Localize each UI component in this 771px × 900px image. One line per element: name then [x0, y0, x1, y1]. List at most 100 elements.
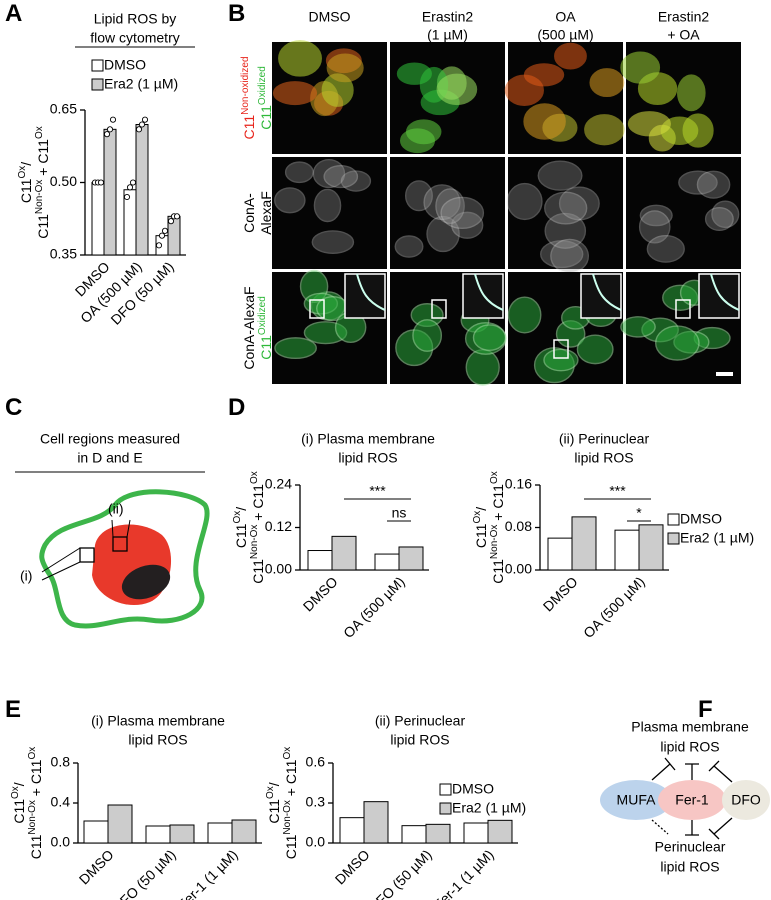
bar — [547, 537, 573, 571]
chart-title: lipid ROS — [338, 450, 397, 466]
cell-membrane — [39, 489, 210, 629]
data-point — [97, 179, 105, 186]
y-axis-label: C11Ox/ — [232, 507, 249, 548]
cell — [412, 319, 443, 352]
roi-box — [431, 299, 447, 319]
column-header: Erastin2 — [658, 9, 710, 25]
bar — [107, 804, 133, 844]
y-axis-label: C11Non-Ox + C11Ox — [249, 471, 266, 584]
y-axis-label: C11Non-Ox + C11Ox — [27, 747, 44, 860]
x-tick-label: Fer-1 (1 µM) — [174, 846, 241, 900]
panel-letter: E — [5, 696, 21, 723]
node-label: MUFA — [617, 792, 657, 808]
panel-letter: D — [228, 394, 245, 421]
diagram-title: in D and E — [77, 450, 142, 466]
cell — [451, 211, 484, 239]
y-axis-label-part: / — [233, 507, 249, 511]
row-label-part: AlexaF — [258, 191, 274, 235]
y-axis-label-part: C11 — [490, 559, 506, 584]
inset — [698, 273, 740, 319]
bar — [363, 801, 389, 844]
cell — [576, 334, 614, 365]
roi-box — [309, 299, 325, 319]
cell — [655, 325, 700, 361]
inset — [462, 273, 504, 319]
y-axis-label-part: Ox — [27, 747, 38, 760]
y-tick-label: 0.16 — [505, 476, 532, 492]
chart-title: (i) Plasma membrane — [91, 713, 225, 729]
roi-box — [553, 339, 569, 359]
x-tick-label: DMSO — [540, 573, 581, 614]
bar — [231, 819, 257, 844]
x-tick-label: DFO (50 µM) — [109, 846, 178, 900]
cell — [396, 62, 432, 85]
cell — [326, 53, 364, 83]
bar — [425, 823, 451, 844]
chart-title: (ii) Perinuclear — [559, 431, 650, 447]
inhibit — [708, 817, 733, 840]
cell — [274, 187, 306, 214]
y-axis-label-part: Ox — [232, 511, 243, 524]
y-tick-label: 0.35 — [50, 246, 77, 262]
data-point — [126, 184, 134, 191]
pointer-lines — [41, 519, 131, 581]
cell — [558, 186, 600, 221]
cell — [696, 170, 731, 199]
micrograph — [508, 157, 623, 269]
y-tick-label: 0.24 — [265, 476, 292, 492]
row-label: ConA-AlexaF — [241, 286, 257, 369]
cell — [682, 113, 714, 148]
y-axis-label-part: C11 — [473, 523, 489, 548]
y-axis-label-part: Ox — [282, 747, 293, 760]
y-tick-label: 0.6 — [306, 754, 326, 770]
y-axis-label-part: C11 — [18, 178, 34, 203]
inset-edge — [592, 273, 622, 311]
diagram-title: Cell regions measured — [40, 431, 180, 447]
x-tick-label: DFO (50 µM) — [365, 846, 434, 900]
inset-edge — [710, 273, 740, 311]
row-label: C11Oxidized — [257, 296, 274, 360]
cell — [627, 111, 671, 137]
bar — [91, 182, 105, 256]
y-tick-label: 0.8 — [51, 754, 71, 770]
row-label: ConA- — [241, 193, 257, 233]
column-header: OA — [555, 9, 576, 25]
node-shape — [722, 780, 770, 820]
cell — [278, 40, 322, 77]
region-box — [112, 536, 128, 552]
legend-label: DMSO — [104, 57, 146, 73]
inset-edge — [356, 273, 386, 311]
y-axis-label: C11Non-Ox + C11Ox — [282, 747, 299, 860]
x-tick-label: Fer-1 (1 µM) — [430, 846, 497, 900]
pathway-text: Perinuclear — [655, 839, 726, 855]
y-tick-label: 0.0 — [306, 834, 326, 850]
cell — [436, 73, 478, 106]
cell — [584, 114, 625, 146]
data-point — [129, 179, 137, 186]
y-axis-label: C11Non-Ox + C11Ox — [489, 471, 506, 584]
bar — [614, 529, 640, 571]
inhibit — [708, 760, 733, 783]
cell — [312, 158, 346, 189]
y-axis-label-part: Ox — [34, 126, 45, 139]
panel-letter: A — [5, 0, 22, 27]
region-box — [79, 547, 95, 563]
cell — [404, 180, 433, 212]
micrograph — [390, 157, 505, 269]
cell — [646, 235, 685, 263]
y-axis-label-part: C11 — [35, 214, 51, 239]
legend-swatch — [439, 783, 452, 796]
y-axis-label-part: Ox — [489, 471, 500, 484]
legend-label: DMSO — [452, 781, 494, 797]
cell — [435, 188, 465, 224]
cell — [554, 42, 587, 70]
legend-swatch — [667, 532, 680, 545]
y-axis-label-part: / — [18, 162, 34, 166]
y-axis-label-part: Non-Ox — [249, 525, 260, 559]
data-point — [167, 218, 175, 225]
pathway — [600, 757, 770, 840]
cell — [507, 296, 542, 334]
y-tick-label: 0.08 — [505, 518, 532, 534]
panel-letter: C — [5, 394, 22, 421]
cell — [544, 191, 588, 225]
